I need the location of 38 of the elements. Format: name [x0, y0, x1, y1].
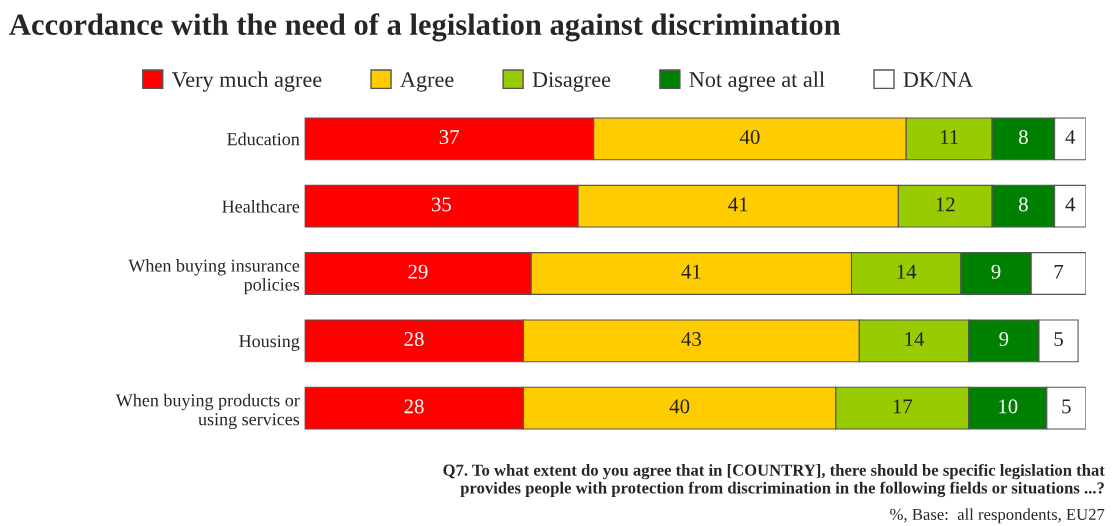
text: %, Base: all respondents, EU27	[890, 508, 1105, 524]
data-label: 10	[999, 399, 1018, 414]
y-tick-label: Healthcare	[222, 199, 300, 213]
data-label: 11	[940, 130, 958, 144]
data-label: 28	[404, 399, 424, 414]
data-label: 35	[431, 197, 451, 212]
y-tick-label: Housing	[239, 335, 300, 351]
y-tick-label: Education	[227, 132, 300, 146]
data-label: 8	[1018, 197, 1028, 212]
data-label: 9	[999, 332, 1009, 347]
data-label: 37	[439, 130, 460, 145]
data-label: 7	[1054, 264, 1064, 279]
legend-label: Very much agree	[171, 71, 322, 92]
y-tick-label: When buying insurance policies	[128, 259, 300, 295]
data-label: 4	[1065, 197, 1076, 212]
data-label: 28	[404, 332, 424, 347]
text: Q7. To what extent do you agree that in [COUNTRY], there should be specific legislation that provides people with protection from discrimination in the following fields or situations ...?	[443, 463, 1105, 498]
data-label: 17	[893, 399, 913, 414]
y-tick-label: When buying products or using services	[115, 393, 300, 430]
data-label: 41	[681, 264, 701, 279]
data-label: 43	[681, 332, 701, 347]
data-label: 40	[669, 399, 690, 414]
data-label: 9	[991, 264, 1001, 279]
data-label: 41	[728, 197, 748, 212]
data-label: 5	[1054, 332, 1063, 347]
data-label: 14	[905, 332, 925, 346]
data-label: 8	[1018, 130, 1028, 145]
data-label: 5	[1062, 399, 1071, 414]
chart-title: Accordance with the need of a legislation against discrimination	[9, 13, 841, 42]
data-label: 40	[739, 130, 760, 145]
legend-label: DK/NA	[903, 72, 974, 88]
data-label: 29	[408, 264, 428, 279]
data-label: 12	[936, 197, 955, 212]
legend-label: Disagree	[532, 72, 611, 92]
legend-label: Not agree at all	[689, 71, 825, 92]
data-label: 4	[1065, 130, 1076, 144]
legend-label: Agree	[400, 72, 454, 92]
data-label: 14	[897, 264, 917, 279]
